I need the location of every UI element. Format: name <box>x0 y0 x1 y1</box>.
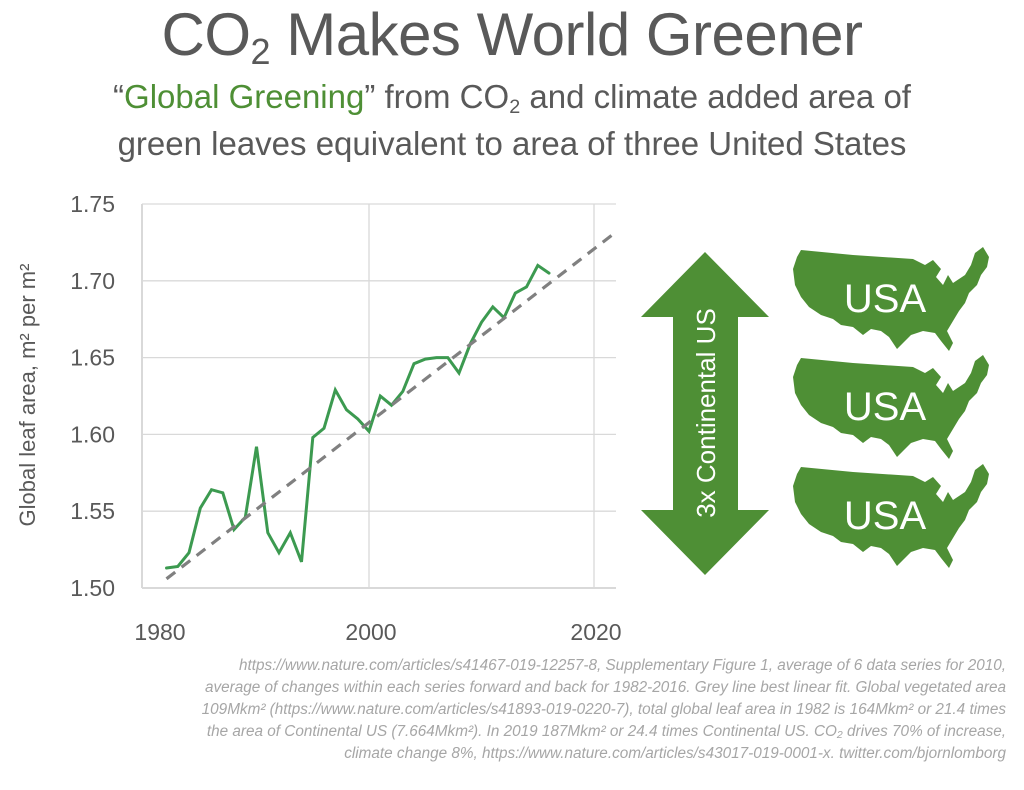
y-tick-label: 1.65 <box>70 345 115 371</box>
y-tick-label: 1.50 <box>70 575 115 601</box>
subtitle-line-2: green leaves equivalent to area of three… <box>117 125 907 162</box>
footnote-line: the area of Continental US (7.664Mkm²). … <box>206 723 1006 740</box>
y-tick-label: 1.75 <box>70 191 115 217</box>
y-tick-label: 1.60 <box>70 421 115 447</box>
leaf-area-line <box>165 263 551 570</box>
subtitle-text-a: ” from CO <box>364 78 510 115</box>
x-tick-label: 2020 <box>570 619 621 645</box>
subtitle-highlight: Global Greening <box>124 78 365 115</box>
usa-label: USA <box>844 385 927 429</box>
x-tick-label: 2000 <box>345 619 396 645</box>
footnote-line: 109Mkm² (https://www.nature.com/articles… <box>201 701 1006 718</box>
footnote: https://www.nature.com/articles/s41467-0… <box>6 655 1006 765</box>
usa-maps: USA USA USA <box>793 247 989 568</box>
usa-map: USA <box>793 247 989 351</box>
y-axis-label: Global leaf area, m² per m² <box>15 264 40 527</box>
subtitle-text-b: and climate added area of <box>520 78 911 115</box>
usa-label: USA <box>844 494 927 538</box>
usa-map-icon <box>793 464 989 568</box>
gridlines <box>141 203 616 589</box>
title-text-rest: Makes World Greener <box>270 1 863 68</box>
open-quote: “ <box>113 78 125 115</box>
x-axis-ticks: 1980 2000 2020 <box>134 619 621 645</box>
arrow-label: 3x Continental US <box>691 308 721 518</box>
double-arrow-icon <box>641 252 769 575</box>
leaf-area-chart: 1.50 1.55 1.60 1.65 1.70 1.75 1980 2000 2020 Gl… <box>15 191 622 645</box>
usa-map-icon <box>793 355 989 459</box>
subtitle-subscript: 2 <box>509 95 521 118</box>
page-title: CO2 Makes World Greener <box>0 1 1024 70</box>
title-subscript: 2 <box>250 31 271 72</box>
footnote-line: climate change 8%, https://www.nature.co… <box>344 745 1006 762</box>
title-text-co: CO <box>161 1 252 68</box>
y-tick-label: 1.55 <box>70 498 115 524</box>
subtitle-line-1: “Global Greening” from CO2 and climate a… <box>0 77 1024 117</box>
usa-map: USA <box>793 355 989 459</box>
series-group <box>165 230 618 581</box>
footnote-line: https://www.nature.com/articles/s41467-0… <box>239 657 1006 674</box>
usa-map: USA <box>793 464 989 568</box>
usa-label: USA <box>844 277 927 321</box>
y-axis-ticks: 1.50 1.55 1.60 1.65 1.70 1.75 <box>70 191 115 601</box>
x-tick-label: 1980 <box>134 619 185 645</box>
y-tick-label: 1.70 <box>70 268 115 294</box>
footnote-line: average of changes within each series fo… <box>204 679 1006 696</box>
usa-map-icon <box>793 247 989 351</box>
three-us-graphic: 3x Continental US USA USA USA <box>641 247 989 575</box>
